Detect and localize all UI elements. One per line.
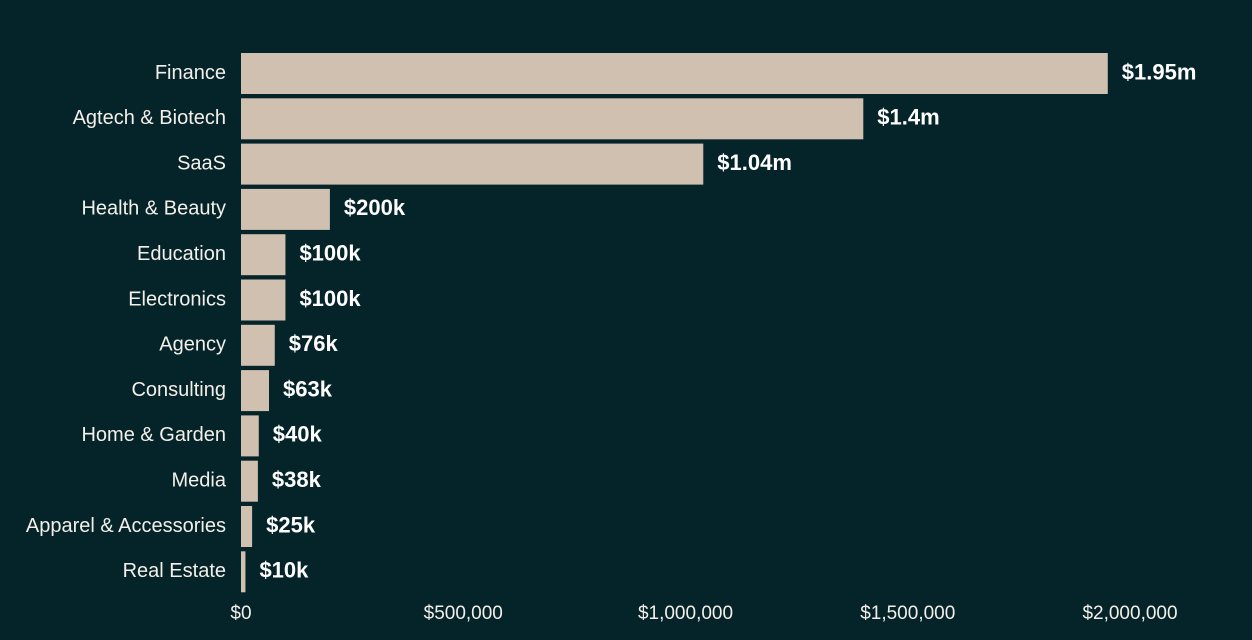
category-label: Education xyxy=(137,243,226,265)
bar xyxy=(241,143,704,185)
x-tick-label: $500,000 xyxy=(424,603,503,624)
category-label: Finance xyxy=(155,62,226,84)
bar xyxy=(241,324,275,366)
data-label: $1.95m xyxy=(1122,59,1197,84)
data-label: $40k xyxy=(273,422,323,447)
data-label: $38k xyxy=(272,467,322,492)
bar xyxy=(241,234,286,276)
bar xyxy=(241,98,864,140)
category-labels: Finance Agtech & Biotech SaaS Health & Beau… xyxy=(26,62,227,582)
x-tick-label: $1,000,000 xyxy=(638,603,733,624)
category-label: Real Estate xyxy=(123,560,226,582)
x-tick-label: $1,500,000 xyxy=(860,603,955,624)
category-label: Apparel & Accessories xyxy=(26,515,226,537)
bar xyxy=(241,370,270,412)
x-axis-ticks: $0 $500,000 $1,000,000 $1,500,000 $2,000,000 xyxy=(230,603,1177,624)
data-label: $100k xyxy=(299,241,361,266)
value-labels: $1.95m $1.4m $1.04m $200k $100k $100k $76k $63k… xyxy=(259,59,1196,582)
category-label: SaaS xyxy=(177,152,226,174)
category-label: Home & Garden xyxy=(81,424,226,446)
bar xyxy=(241,188,330,230)
data-label: $63k xyxy=(283,376,333,401)
category-label: Health & Beauty xyxy=(81,198,226,220)
bar xyxy=(241,460,258,502)
data-label: $1.4m xyxy=(877,105,939,130)
data-label: $100k xyxy=(299,286,361,311)
data-label: $76k xyxy=(289,331,339,356)
category-label: Consulting xyxy=(131,379,226,401)
category-label: Media xyxy=(172,469,227,491)
category-label: Electronics xyxy=(128,288,226,310)
bar xyxy=(241,279,286,321)
bar xyxy=(241,415,259,457)
bar xyxy=(241,53,1108,94)
bars-group xyxy=(241,53,1108,593)
bar xyxy=(241,506,253,547)
data-label: $25k xyxy=(266,512,316,537)
category-label: Agtech & Biotech xyxy=(73,107,226,129)
x-tick-label: $0 xyxy=(230,603,251,624)
data-label: $10k xyxy=(259,558,309,583)
category-label: Agency xyxy=(159,334,226,356)
bar xyxy=(241,551,246,593)
data-label: $1.04m xyxy=(717,150,792,175)
x-tick-label: $2,000,000 xyxy=(1082,603,1177,624)
data-label: $200k xyxy=(344,195,406,220)
